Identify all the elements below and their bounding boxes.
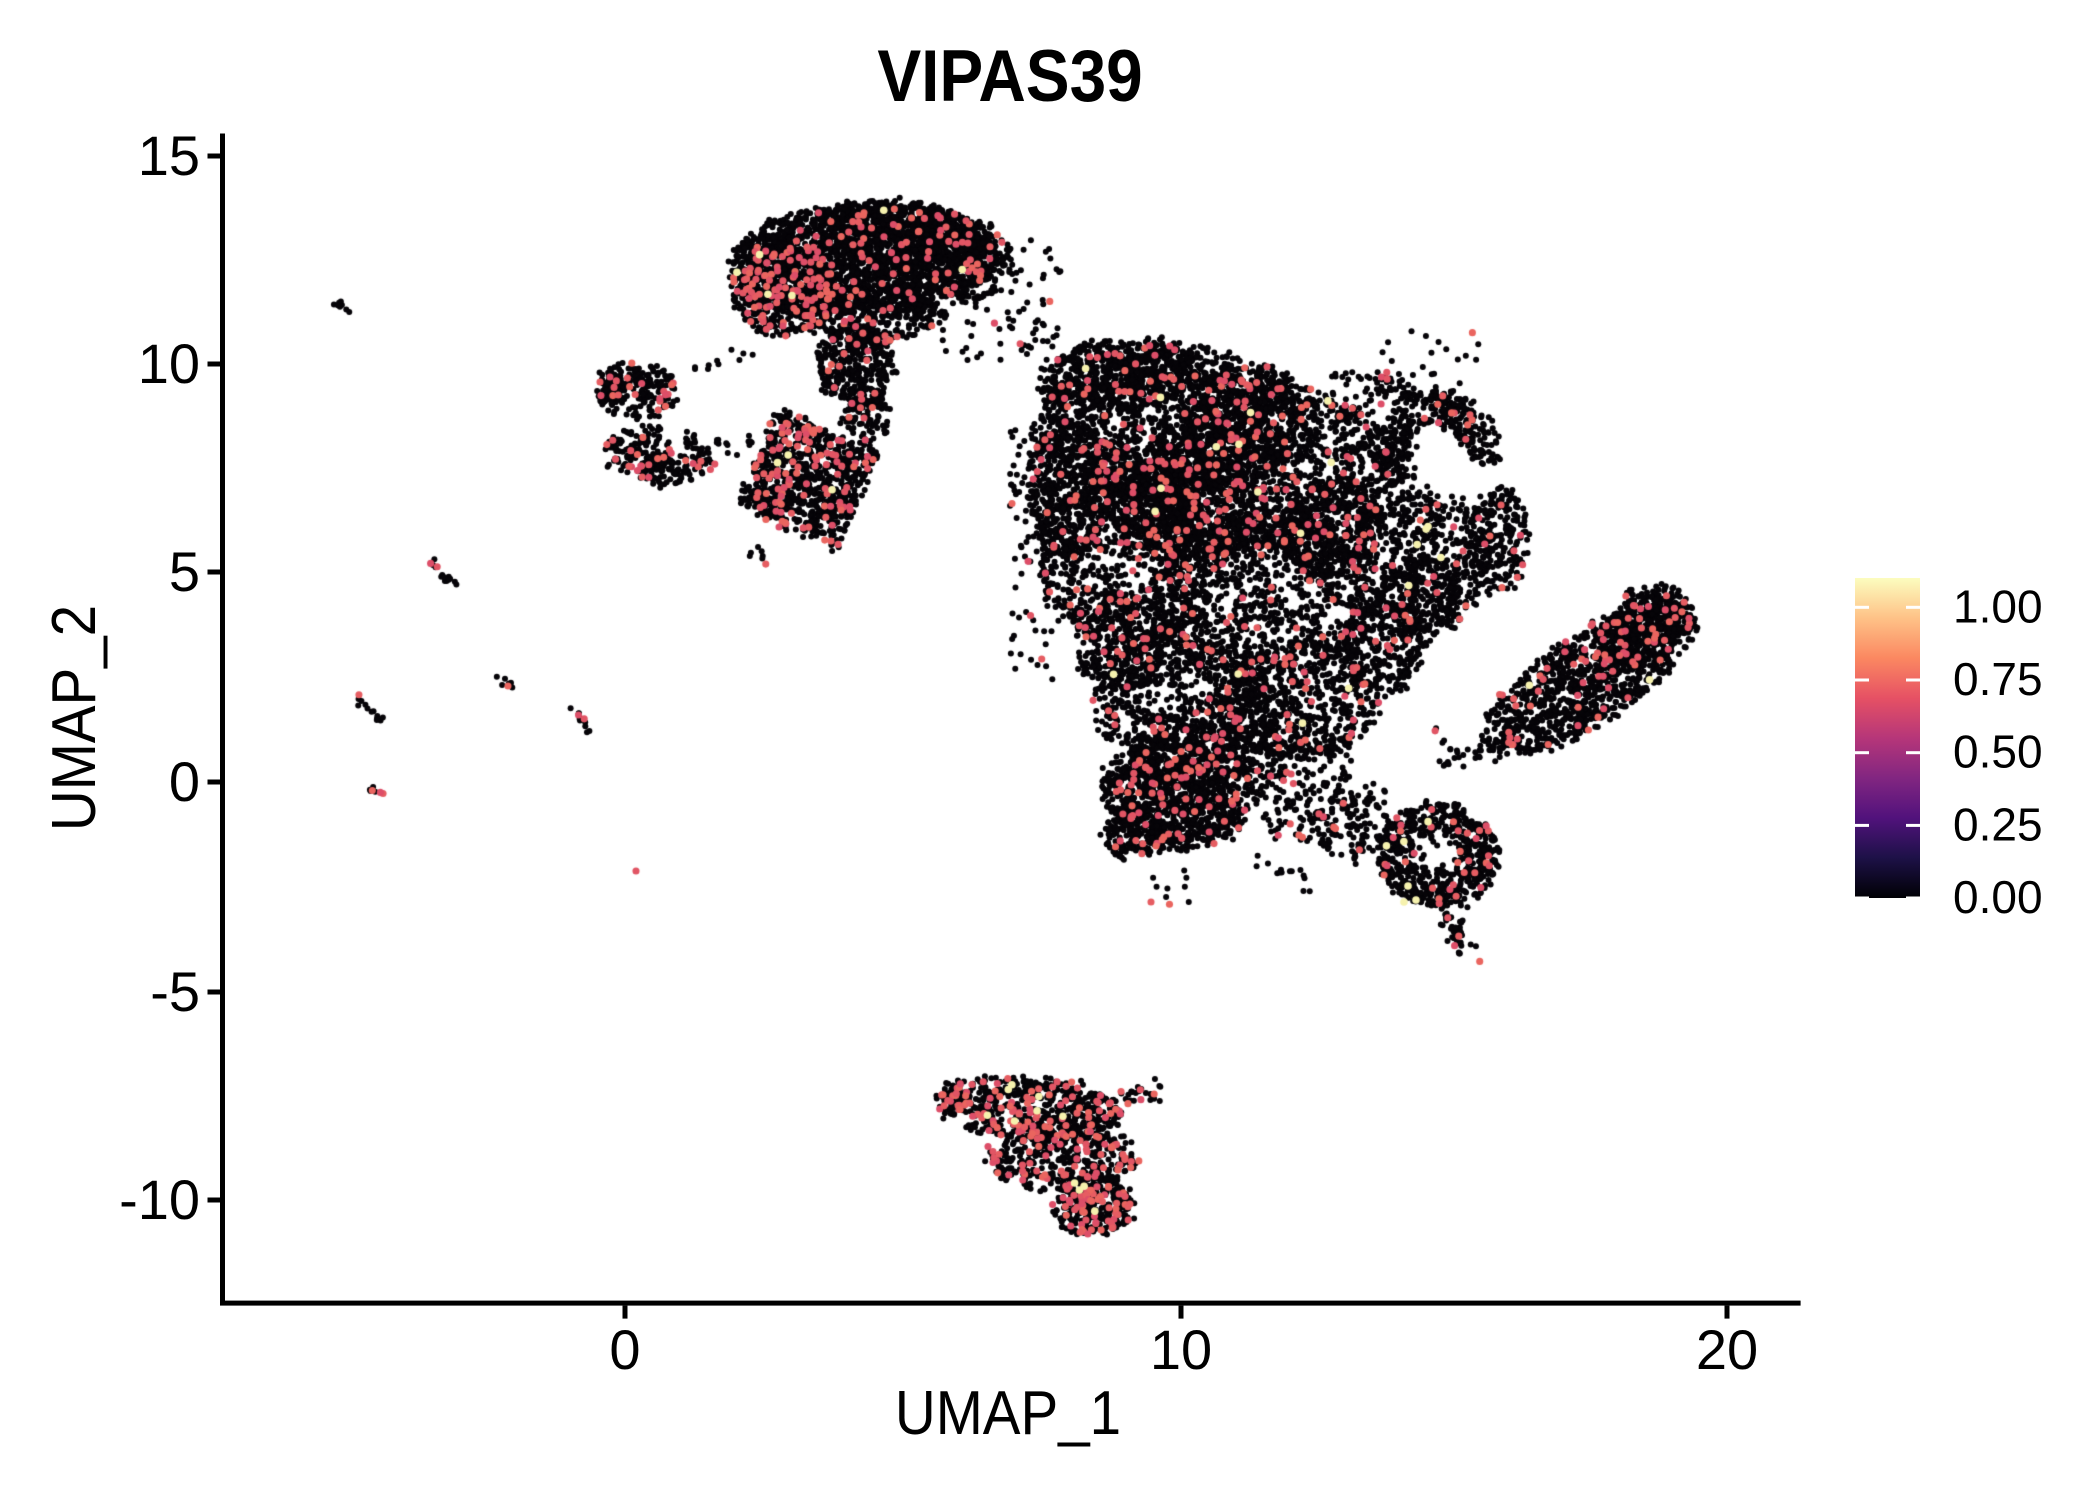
svg-text:-5: -5	[150, 960, 200, 1023]
svg-text:5: 5	[169, 540, 200, 603]
svg-text:0.50: 0.50	[1953, 726, 2043, 778]
svg-text:-10: -10	[119, 1168, 200, 1231]
svg-text:0.75: 0.75	[1953, 653, 2043, 705]
svg-text:20: 20	[1696, 1318, 1758, 1381]
svg-text:0.25: 0.25	[1953, 798, 2043, 850]
svg-text:10: 10	[1150, 1318, 1212, 1381]
svg-text:UMAP_1: UMAP_1	[895, 1378, 1121, 1448]
svg-text:15: 15	[138, 124, 200, 187]
svg-text:0: 0	[169, 750, 200, 813]
svg-text:10: 10	[138, 332, 200, 395]
svg-text:VIPAS39: VIPAS39	[877, 35, 1142, 117]
svg-text:0.00: 0.00	[1953, 871, 2043, 923]
svg-text:1.00: 1.00	[1953, 580, 2043, 632]
svg-text:UMAP_2: UMAP_2	[39, 605, 109, 831]
svg-text:0: 0	[609, 1318, 640, 1381]
